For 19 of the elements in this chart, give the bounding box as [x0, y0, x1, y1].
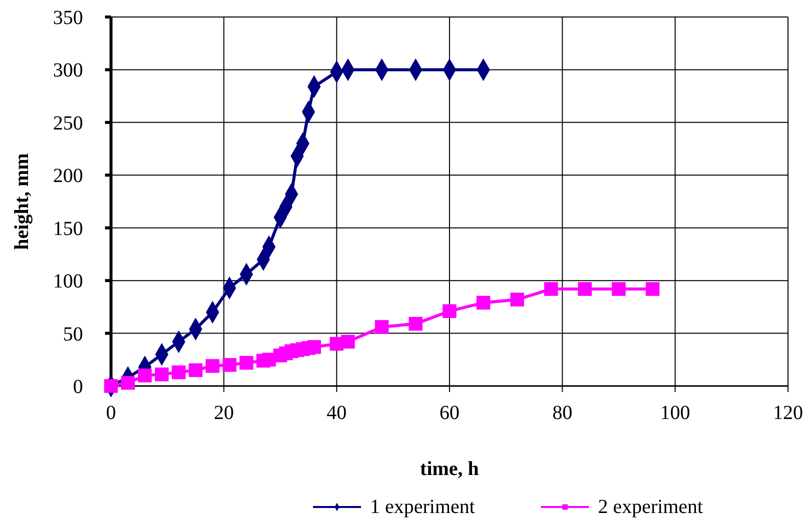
y-tick-label: 50 — [63, 323, 83, 346]
y-tick-label: 200 — [53, 165, 83, 188]
y-tick-label: 0 — [73, 376, 83, 398]
legend-label: 1 experiment — [370, 496, 476, 518]
y-tick-label: 100 — [53, 270, 83, 293]
y-tick-label: 350 — [53, 7, 83, 29]
x-tick-label: 120 — [773, 402, 803, 424]
x-tick-label: 0 — [106, 402, 116, 424]
x-tick-label: 20 — [214, 402, 234, 424]
x-tick-label: 80 — [552, 402, 572, 424]
x-tick-label: 60 — [440, 402, 460, 424]
y-tick-label: 150 — [53, 218, 83, 240]
y-axis-title: height, mm — [11, 152, 33, 250]
x-tick-label: 40 — [326, 402, 347, 424]
y-tick-label: 250 — [53, 112, 83, 134]
x-tick-label: 100 — [660, 402, 690, 424]
x-axis-title: time, h — [420, 458, 479, 480]
legend-label: 2 experiment — [598, 496, 704, 518]
y-tick-label: 300 — [53, 60, 83, 82]
